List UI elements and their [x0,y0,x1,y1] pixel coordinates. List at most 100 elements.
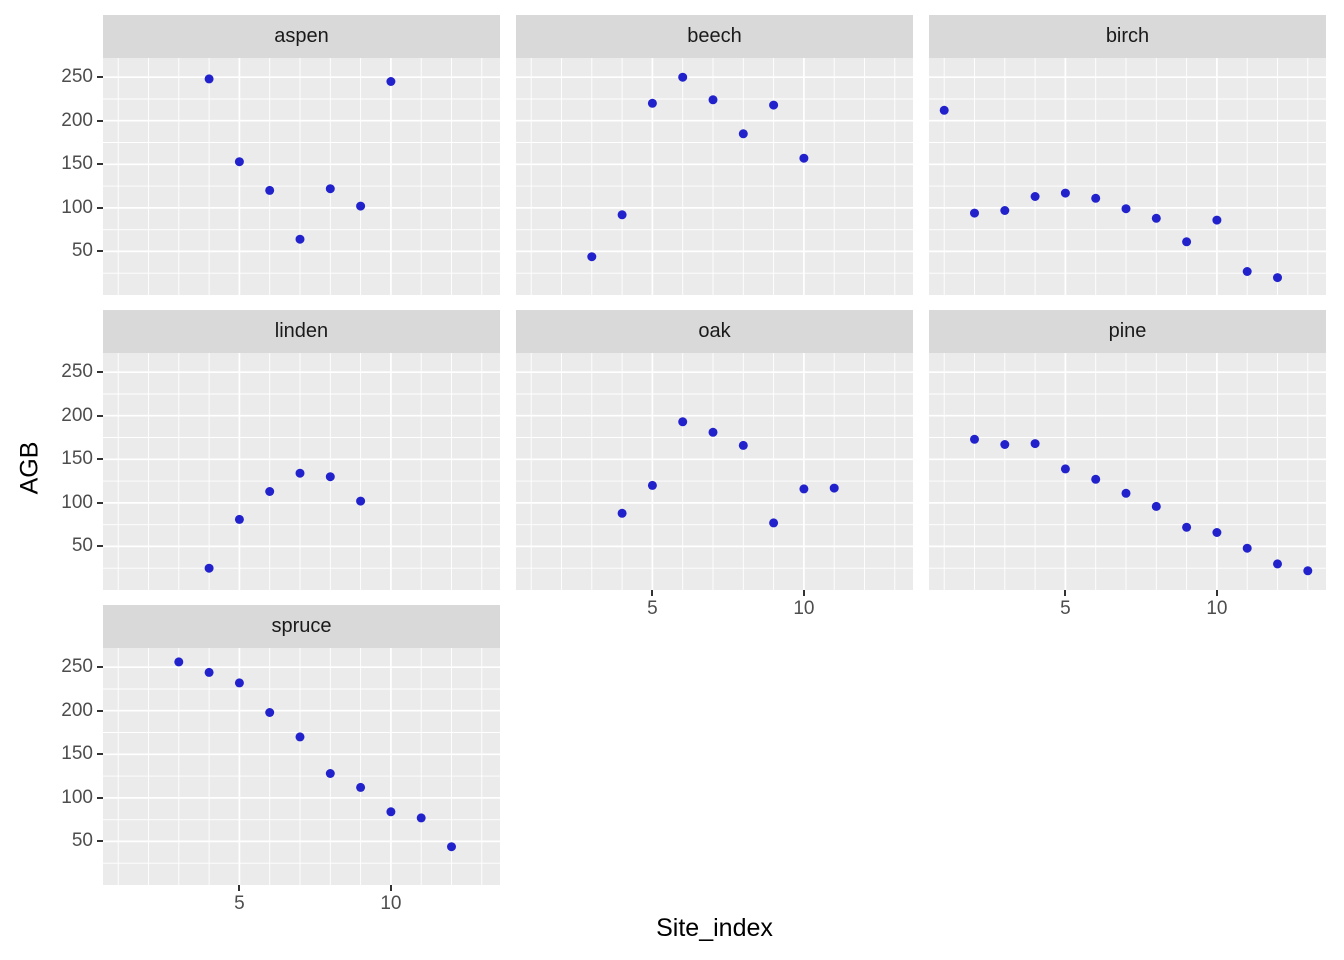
data-point [1303,566,1313,576]
y-tick-mark [97,796,103,799]
facet-title: linden [274,320,329,342]
x-tick-label: 5 [647,598,658,619]
data-point [1273,273,1282,283]
y-tick-label: 100 [61,196,93,218]
data-point [386,77,396,86]
y-tick-mark [97,206,103,209]
y-tick-label: 50 [71,830,93,852]
y-tick-label: 150 [61,153,93,175]
data-point [769,518,779,528]
data-point [234,514,244,524]
facet-birch: birch [929,15,1326,295]
facet-title: spruce [271,615,332,637]
facet-title: aspen [274,25,329,47]
data-point [386,807,396,817]
y-tick-mark [97,501,103,504]
data-point [234,157,244,167]
data-point [799,153,809,163]
facet-title: birch [1105,25,1150,47]
data-point [174,657,184,667]
x-tick-mark [802,590,805,596]
data-point [970,208,979,218]
data-point [1091,474,1101,484]
facet-strip: beech [516,15,913,58]
y-tick-mark [97,709,103,712]
data-point [587,252,597,262]
data-point [1060,188,1070,198]
facet-pine: pine 5 10 [929,310,1326,619]
y-tick-mark [97,458,103,461]
data-point [416,813,426,823]
panel-background [103,58,500,295]
data-point [295,234,305,244]
panel-background [103,648,500,885]
data-point [1273,559,1282,569]
y-tick-mark [97,840,103,843]
data-point [708,427,718,437]
data-point [1030,439,1040,449]
x-tick-label: 10 [793,598,815,619]
data-point [295,468,305,478]
facet-strip: oak [516,310,913,353]
data-point [295,732,305,742]
data-point [325,472,335,482]
facet-title: oak [698,320,731,342]
y-tick-label: 250 [61,361,93,383]
y-tick-mark [97,414,103,417]
data-point [1182,522,1192,532]
y-tick-label: 200 [61,109,93,131]
facet-strip: spruce [103,605,500,648]
x-tick-mark [238,885,241,891]
x-tick-label: 5 [234,893,245,914]
data-point [1121,204,1131,214]
data-point [738,129,748,139]
data-point [1212,215,1222,225]
y-tick-mark [97,119,103,122]
y-tick-label: 50 [71,240,93,262]
y-tick-label: 150 [61,743,93,765]
data-point [1242,267,1252,276]
x-tick-mark [651,590,654,596]
facet-title: pine [1108,320,1147,342]
data-point [647,480,657,490]
y-tick-mark [97,666,103,669]
facet-strip: aspen [103,15,500,58]
data-point [647,98,657,108]
data-point [617,210,627,220]
y-axis-title: AGB [15,441,44,495]
data-point [1182,237,1192,247]
facet-strip: pine [929,310,1326,353]
data-point [356,201,366,211]
data-point [1121,488,1131,498]
scatter-panel [103,58,500,295]
data-point [1000,206,1010,215]
data-point [204,563,214,573]
data-point [265,708,275,717]
data-point [1212,528,1222,537]
data-point [447,842,456,852]
scatter-panel [103,648,500,885]
facet-aspen: aspen 50 100 150 200 250 [61,15,500,295]
x-tick-label: 5 [1060,598,1071,619]
data-point [1151,501,1161,511]
y-tick-label: 200 [61,699,93,721]
data-point [939,105,949,115]
y-tick-mark [97,163,103,166]
panel-background [929,58,1326,295]
scatter-panel [103,353,500,590]
scatter-panel [516,58,913,295]
data-point [234,678,244,688]
y-tick-label: 100 [61,491,93,513]
facet-title: beech [687,25,742,47]
data-point [708,95,718,105]
y-tick-mark [97,250,103,253]
data-point [829,483,839,493]
data-point [678,72,688,82]
data-point [265,487,275,496]
data-point [738,440,748,450]
data-point [204,74,214,84]
y-tick-mark [97,753,103,756]
data-point [1000,440,1010,449]
x-tick-mark [389,885,392,891]
